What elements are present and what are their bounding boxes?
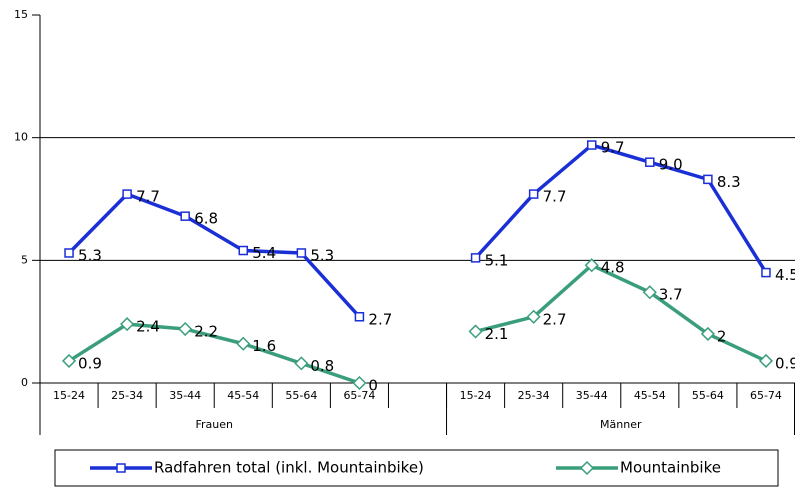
marker — [758, 353, 774, 368]
data-label: 0 — [368, 377, 378, 395]
data-label: 4.5 — [775, 266, 795, 284]
x-tick-label: 25-34 — [518, 389, 550, 402]
marker — [352, 375, 367, 391]
legend-label: Mountainbike — [620, 459, 721, 477]
marker — [61, 353, 77, 368]
data-label: 5.1 — [485, 251, 509, 269]
data-label: 1.6 — [252, 337, 276, 355]
data-label: 0.8 — [310, 357, 334, 375]
marker — [238, 245, 249, 256]
x-tick-label: 45-54 — [227, 389, 259, 402]
x-tick-label: 65-74 — [343, 389, 375, 402]
x-tick-label: 55-64 — [692, 389, 724, 402]
data-label: 6.8 — [194, 210, 218, 228]
data-label: 9.0 — [659, 156, 683, 174]
y-tick-label: 5 — [21, 253, 28, 266]
data-label: 2.4 — [136, 318, 160, 336]
marker — [178, 321, 193, 337]
x-tick-label: 35-44 — [169, 389, 201, 402]
x-tick-label: 65-74 — [750, 389, 782, 402]
data-label: 7.7 — [543, 188, 567, 206]
marker — [579, 460, 595, 476]
data-label: 0.9 — [78, 354, 102, 372]
legend-box — [54, 449, 779, 487]
marker — [180, 211, 190, 221]
marker — [122, 189, 132, 199]
marker — [236, 336, 251, 351]
data-label: 2.7 — [368, 310, 392, 328]
x-tick-label: 25-34 — [111, 389, 143, 402]
group-label: Frauen — [195, 418, 233, 431]
data-label: 0.9 — [775, 354, 795, 372]
marker — [586, 140, 597, 150]
data-label: 3.7 — [659, 286, 683, 304]
x-tick-label: 45-54 — [634, 389, 666, 402]
data-label: 5.4 — [252, 244, 276, 262]
y-tick-label: 15 — [14, 8, 28, 21]
marker — [526, 309, 541, 324]
marker — [354, 312, 365, 322]
marker — [294, 356, 309, 371]
data-label: 9.7 — [601, 139, 625, 157]
marker — [584, 258, 599, 273]
group-label: Männer — [600, 418, 642, 431]
data-label: 4.8 — [601, 259, 625, 277]
data-label: 8.3 — [717, 173, 741, 191]
series-line — [68, 263, 767, 385]
marker — [528, 189, 539, 199]
x-tick-label: 35-44 — [576, 389, 608, 402]
data-label: 5.3 — [78, 246, 102, 264]
marker — [64, 248, 74, 258]
series-line — [67, 143, 768, 318]
marker — [296, 248, 307, 258]
y-tick-label: 0 — [21, 376, 28, 389]
x-tick-label: 15-24 — [460, 389, 492, 402]
x-tick-label: 15-24 — [53, 389, 85, 402]
data-label: 7.7 — [136, 188, 160, 206]
marker — [700, 326, 715, 341]
marker — [642, 285, 657, 300]
marker — [116, 463, 126, 473]
data-label: 2.1 — [485, 325, 509, 343]
marker — [761, 267, 771, 278]
data-label: 2.2 — [194, 323, 218, 341]
marker — [120, 317, 135, 332]
marker — [470, 253, 481, 263]
legend-label: Radfahren total (inkl. Mountainbike) — [154, 459, 424, 477]
y-tick-label: 10 — [14, 131, 28, 144]
data-label: 5.3 — [310, 246, 334, 264]
x-tick-label: 55-64 — [285, 389, 317, 402]
data-label: 2.7 — [543, 310, 567, 328]
marker — [645, 157, 655, 167]
data-label: 2 — [717, 327, 727, 345]
marker — [468, 324, 483, 339]
marker — [703, 174, 713, 185]
